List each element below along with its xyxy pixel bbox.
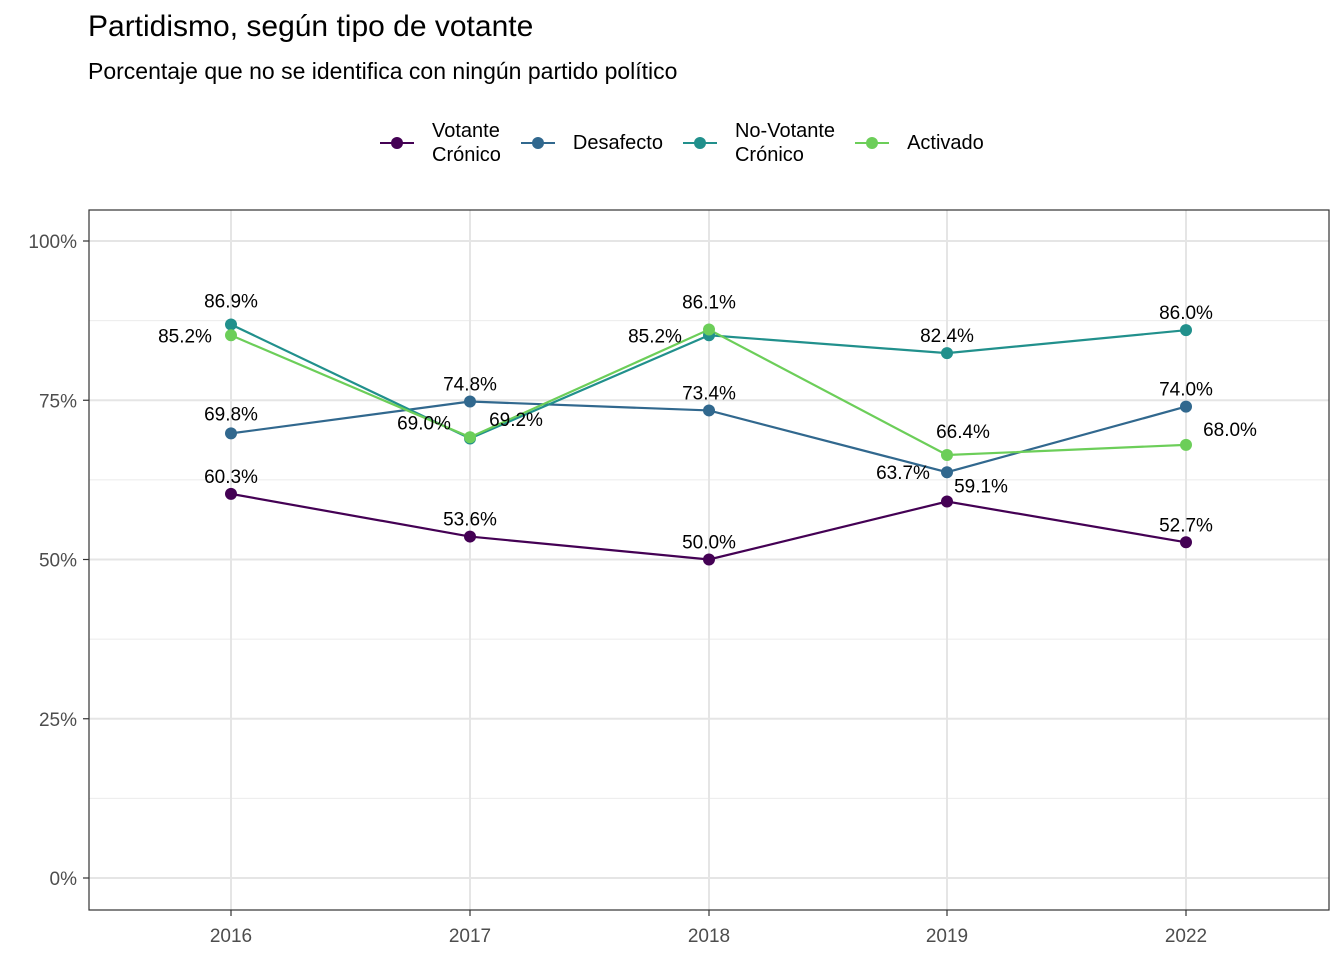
- data-point: [464, 395, 476, 408]
- y-tick-label: 25%: [39, 710, 77, 731]
- legend-label-votante-cronico: Votante Crónico: [432, 120, 501, 166]
- y-tick-label: 75%: [39, 391, 77, 412]
- data-point: [1180, 536, 1192, 549]
- data-label: 53.6%: [443, 510, 497, 531]
- legend-item-votante-cronico: Votante Crónico: [378, 119, 501, 167]
- data-label: 69.0%: [397, 413, 451, 434]
- data-label: 86.0%: [1159, 303, 1213, 324]
- y-tick-label: 100%: [28, 232, 77, 253]
- data-label: 85.2%: [628, 326, 682, 347]
- chart-title: Partidismo, según tipo de votante: [88, 10, 534, 43]
- data-point: [941, 347, 953, 360]
- data-point: [941, 495, 953, 508]
- data-point: [225, 329, 237, 342]
- y-tick-label: 0%: [50, 869, 78, 890]
- data-label: 69.2%: [489, 410, 543, 431]
- legend-key-no-votante-cronico: [681, 133, 719, 153]
- legend-label-activado: Activado: [907, 132, 984, 154]
- data-point: [703, 404, 715, 417]
- data-label: 69.8%: [204, 404, 258, 425]
- data-point: [1180, 324, 1192, 337]
- data-label: 86.9%: [204, 291, 258, 312]
- data-label: 86.1%: [682, 293, 736, 314]
- data-label: 68.0%: [1203, 420, 1257, 441]
- x-tick-label: 2018: [688, 926, 730, 947]
- data-label: 50.0%: [682, 533, 736, 554]
- y-tick-label: 50%: [39, 551, 77, 572]
- data-point: [225, 427, 237, 440]
- data-point: [464, 431, 476, 444]
- data-point: [1180, 438, 1192, 451]
- data-point: [225, 487, 237, 500]
- data-label: 59.1%: [954, 477, 1008, 498]
- legend: Votante Crónico Desafecto No-Votante Cró…: [378, 118, 1002, 168]
- data-label: 85.2%: [158, 326, 212, 347]
- data-label: 74.8%: [443, 375, 497, 396]
- data-point: [941, 466, 953, 479]
- data-label: 52.7%: [1159, 515, 1213, 536]
- data-label: 63.7%: [876, 463, 930, 484]
- data-point: [225, 318, 237, 331]
- legend-item-no-votante-cronico: No-Votante Crónico: [681, 119, 835, 167]
- legend-label-no-votante-cronico: No-Votante Crónico: [734, 120, 836, 166]
- data-label: 60.3%: [204, 467, 258, 488]
- x-tick-label: 2019: [926, 926, 968, 947]
- legend-key-activado: [853, 133, 891, 153]
- legend-label-desafecto: Desafecto: [572, 132, 663, 154]
- x-tick-label: 2022: [1165, 926, 1207, 947]
- data-label: 73.4%: [682, 383, 736, 404]
- data-point: [703, 323, 715, 336]
- data-point: [1180, 400, 1192, 413]
- x-tick-label: 2017: [449, 926, 491, 947]
- data-label: 66.4%: [936, 422, 990, 443]
- data-point: [464, 530, 476, 543]
- data-point: [941, 449, 953, 462]
- data-label: 82.4%: [920, 326, 974, 347]
- data-label: 74.0%: [1159, 380, 1213, 401]
- chart-subtitle: Porcentaje que no se identifica con ning…: [88, 58, 678, 84]
- data-point: [703, 553, 715, 566]
- legend-item-desafecto: Desafecto: [519, 131, 663, 155]
- legend-item-activado: Activado: [853, 131, 984, 155]
- x-tick-label: 2016: [210, 926, 252, 947]
- legend-key-desafecto: [519, 133, 557, 153]
- legend-key-votante-cronico: [378, 133, 416, 153]
